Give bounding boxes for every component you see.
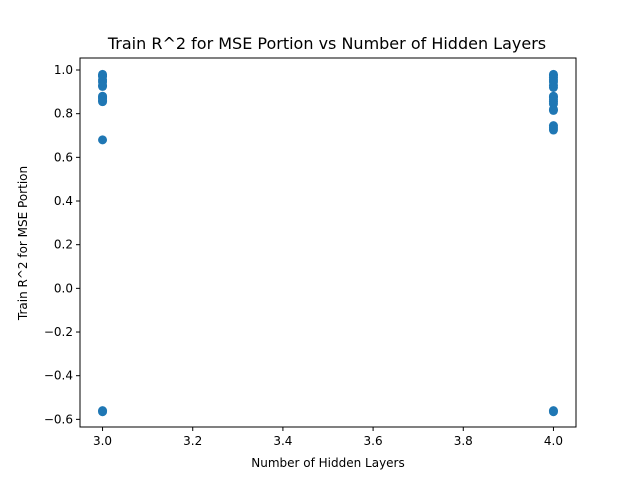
- data-point: [548, 125, 558, 135]
- chart-title: Train R^2 for MSE Portion vs Number of H…: [107, 34, 546, 53]
- data-point: [98, 135, 108, 145]
- x-axis-ticks: 3.0 3.2 3.4 3.6 3.8 4.0: [93, 427, 563, 448]
- data-points: [98, 69, 558, 417]
- y-tick-label: −0.2: [44, 325, 73, 339]
- y-axis-ticks: −0.6 −0.4 −0.2 0.0 0.2 0.4 0.6 0.8 1.0: [44, 63, 80, 426]
- x-axis-label: Number of Hidden Layers: [251, 456, 405, 470]
- y-tick-label: −0.4: [44, 369, 73, 383]
- data-point: [548, 406, 558, 416]
- data-point: [98, 406, 108, 416]
- data-point: [548, 82, 558, 92]
- x-tick-label: 3.4: [273, 434, 292, 448]
- plot-frame: [79, 57, 577, 428]
- x-tick-label: 3.6: [364, 434, 383, 448]
- x-tick-label: 3.2: [183, 434, 202, 448]
- y-axis-label: Train R^2 for MSE Portion: [16, 166, 30, 321]
- x-tick-label: 3.0: [93, 434, 112, 448]
- y-tick-label: 0.4: [54, 194, 73, 208]
- y-tick-label: 0.6: [54, 150, 73, 164]
- y-tick-label: 0.0: [54, 281, 73, 295]
- x-tick-label: 4.0: [544, 434, 563, 448]
- y-tick-label: 1.0: [54, 63, 73, 77]
- y-tick-label: 0.2: [54, 238, 73, 252]
- data-point: [98, 81, 108, 91]
- y-tick-label: −0.6: [44, 412, 73, 426]
- data-point: [548, 105, 558, 115]
- x-tick-label: 3.8: [454, 434, 473, 448]
- y-tick-label: 0.8: [54, 107, 73, 121]
- data-point: [98, 97, 108, 107]
